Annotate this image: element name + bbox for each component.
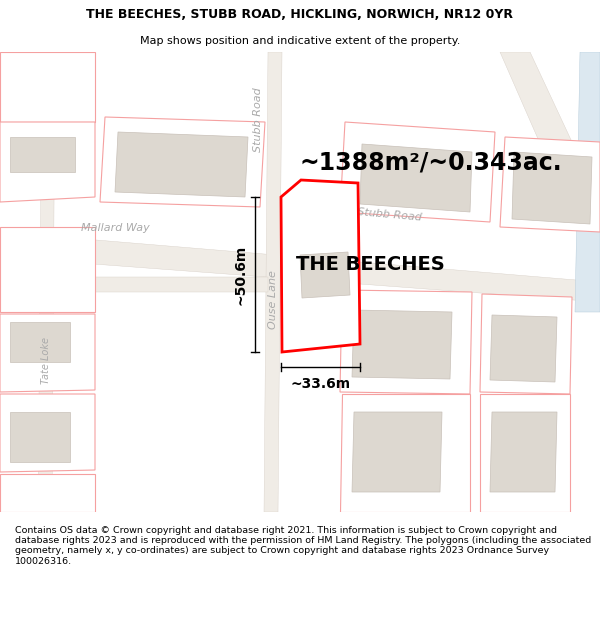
Text: Stubb Road: Stubb Road [358,208,422,222]
Polygon shape [0,394,95,472]
Polygon shape [264,52,282,512]
Text: Tate Loke: Tate Loke [41,336,51,384]
Polygon shape [0,232,600,302]
Polygon shape [360,144,472,212]
Text: Contains OS data © Crown copyright and database right 2021. This information is : Contains OS data © Crown copyright and d… [15,526,591,566]
Polygon shape [480,294,572,394]
Polygon shape [500,137,600,232]
Polygon shape [10,137,75,172]
Text: ~33.6m: ~33.6m [290,377,350,391]
Polygon shape [340,290,472,394]
Polygon shape [10,322,70,362]
Polygon shape [352,310,452,379]
Text: Ouse Lane: Ouse Lane [268,271,278,329]
Polygon shape [0,277,268,292]
Polygon shape [0,122,95,202]
Polygon shape [0,314,95,392]
Polygon shape [300,252,350,298]
Text: Mallard Way: Mallard Way [80,223,149,233]
Polygon shape [0,227,95,312]
Polygon shape [0,52,95,122]
Text: Map shows position and indicative extent of the property.: Map shows position and indicative extent… [140,36,460,46]
Polygon shape [575,52,600,312]
Polygon shape [38,52,55,512]
Polygon shape [352,412,442,492]
Polygon shape [10,412,70,462]
Polygon shape [115,132,248,197]
Text: THE BEECHES, STUBB ROAD, HICKLING, NORWICH, NR12 0YR: THE BEECHES, STUBB ROAD, HICKLING, NORWI… [86,8,514,21]
Polygon shape [512,152,592,224]
Polygon shape [0,474,95,512]
Text: Stubb Road: Stubb Road [253,88,263,152]
Polygon shape [500,52,600,212]
Polygon shape [0,477,40,512]
Text: ~50.6m: ~50.6m [233,244,247,304]
Polygon shape [480,394,570,512]
Polygon shape [490,315,557,382]
Polygon shape [100,117,265,207]
Polygon shape [340,394,470,512]
Polygon shape [340,122,495,222]
Text: ~1388m²/~0.343ac.: ~1388m²/~0.343ac. [300,151,563,175]
Text: THE BEECHES: THE BEECHES [296,256,445,274]
Polygon shape [490,412,557,492]
Polygon shape [281,180,360,352]
